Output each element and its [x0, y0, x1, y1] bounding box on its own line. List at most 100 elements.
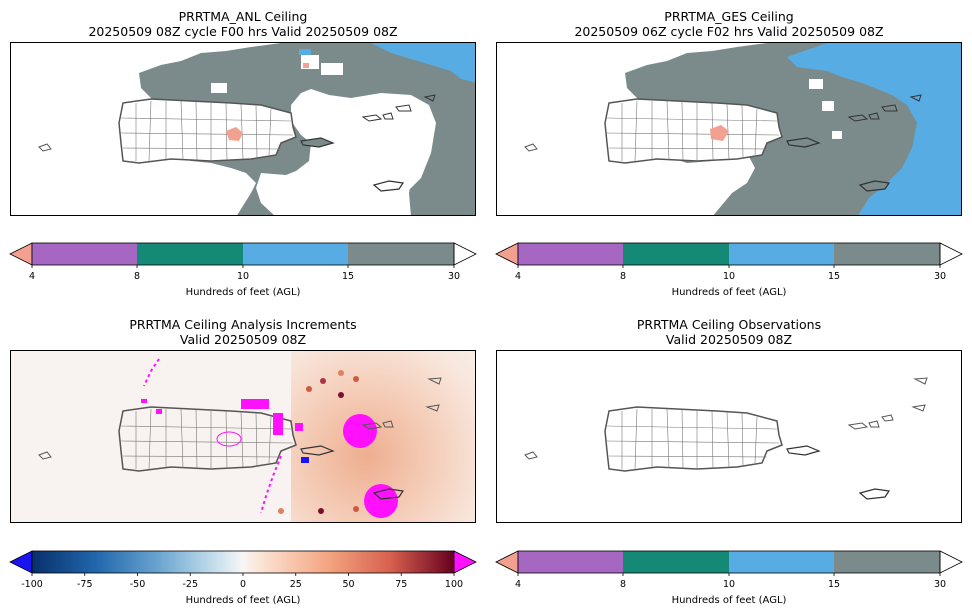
colorbar-anl: 4 8 10 15 30	[9, 242, 477, 283]
municipality-lines	[606, 408, 780, 470]
colorbar-tick: -50	[130, 579, 146, 590]
colorbar-tick: 4	[515, 271, 521, 282]
colorbar-inc-svg: -100 -75 -50 -25 0 25 50 75 100	[9, 550, 477, 590]
colorbar-over-arrow	[939, 242, 963, 266]
colorbar-observations: 4 8 10 15 30	[495, 550, 963, 591]
colorbar-bin-10-15	[729, 551, 834, 573]
panel-anl-title: PRRTMA_ANL Ceiling 20250509 08Z cycle F0…	[10, 9, 476, 39]
colorbar-under-arrow	[9, 550, 33, 574]
colorbar-tick: 30	[934, 271, 946, 282]
ceiling-hole-white	[321, 63, 343, 75]
colorbar-anl-label: Hundreds of feet (AGL)	[185, 287, 301, 298]
mona-island	[38, 143, 52, 152]
ceiling-hole-white	[211, 83, 227, 93]
st-croix-island	[372, 180, 405, 192]
colorbar-under-arrow	[9, 242, 33, 266]
panel-obs-title: PRRTMA Ceiling Observations Valid 202505…	[496, 317, 962, 347]
colorbar-bin-4-8	[518, 243, 623, 265]
panel-inc-title-line2: Valid 20250509 08Z	[179, 332, 307, 347]
municipality-lines	[120, 408, 294, 470]
colorbar-under-arrow	[495, 242, 519, 266]
colorbar-bin-8-10	[623, 243, 729, 265]
ceiling-field-blue	[787, 43, 961, 215]
colorbar-tick: 25	[290, 579, 302, 590]
colorbar-ges: 4 8 10 15 30	[495, 242, 963, 283]
map-panel-ges	[496, 42, 962, 216]
colorbar-tick: -75	[77, 579, 93, 590]
colorbar-tick: -100	[21, 579, 43, 590]
map-obs-svg	[524, 377, 928, 500]
increment-over-range	[143, 358, 282, 514]
map-panel-observations	[496, 350, 962, 523]
colorbar-increments: -100 -75 -50 -25 0 25 50 75 100	[9, 550, 477, 591]
increment-under-range	[301, 457, 309, 463]
colorbar-over-arrow	[453, 242, 477, 266]
st-croix-island	[372, 488, 405, 500]
st-croix-island	[858, 488, 891, 500]
colorbar-ges-label: Hundreds of feet (AGL)	[671, 287, 787, 298]
virgin-islands	[847, 94, 922, 122]
panel-ges-title: PRRTMA_GES Ceiling 20250509 06Z cycle F0…	[496, 9, 962, 39]
colorbar-tick: 15	[828, 579, 840, 590]
ceiling-hole-white	[809, 79, 823, 89]
mona-island	[524, 143, 538, 152]
colorbar-tick: 8	[620, 579, 626, 590]
vieques-island	[300, 137, 335, 148]
colorbar-bin-15-30	[834, 551, 940, 573]
colorbar-tick: 30	[934, 579, 946, 590]
puerto-rico-coast	[118, 406, 297, 472]
virgin-islands	[361, 377, 442, 430]
map-inc-svg	[11, 351, 475, 522]
ceiling-hole-white	[832, 131, 842, 139]
municipality-lines	[120, 100, 294, 162]
ceiling-field-salmon	[226, 127, 243, 141]
colorbar-anl-svg: 4 8 10 15 30	[9, 242, 477, 282]
colorbar-tick: 75	[395, 579, 407, 590]
colorbar-over-arrow	[453, 550, 477, 574]
panel-ges-title-line1: PRRTMA_GES Ceiling	[664, 9, 794, 24]
vieques-island	[300, 445, 335, 456]
colorbar-tick: 4	[515, 579, 521, 590]
ceiling-field-blue	[299, 49, 311, 55]
colorbar-obs-svg: 4 8 10 15 30	[495, 550, 963, 590]
colorbar-tick: 4	[29, 271, 35, 282]
puerto-rico-coast	[118, 98, 297, 164]
colorbar-obs-label: Hundreds of feet (AGL)	[671, 595, 787, 606]
colorbar-bin-4-8	[518, 551, 623, 573]
colorbar-bin-4-8	[32, 243, 137, 265]
colorbar-tick: 15	[342, 271, 354, 282]
colorbar-tick: 10	[723, 271, 735, 282]
observation-increment-markers	[278, 370, 359, 514]
colorbar-tick: 30	[448, 271, 460, 282]
mona-island	[38, 451, 52, 460]
colorbar-bin-15-30	[348, 243, 454, 265]
colorbar-bin-8-10	[623, 551, 729, 573]
panel-obs-title-line2: Valid 20250509 08Z	[665, 332, 793, 347]
panel-obs-title-line1: PRRTMA Ceiling Observations	[636, 317, 822, 332]
colorbar-tick: 0	[240, 579, 246, 590]
st-croix-island	[858, 180, 891, 192]
colorbar-bin-15-30	[834, 243, 940, 265]
colorbar-tick: 10	[237, 271, 249, 282]
vieques-island	[786, 137, 821, 148]
panel-ges-title-line2: 20250509 06Z cycle F02 hrs Valid 2025050…	[574, 24, 884, 39]
puerto-rico-coast	[604, 98, 783, 164]
increment-over-range	[216, 431, 242, 447]
colorbar-tick: 15	[828, 271, 840, 282]
map-anl-svg	[38, 43, 475, 215]
colorbar-tick: 10	[723, 579, 735, 590]
ceiling-field-blue	[371, 43, 475, 83]
mona-island	[524, 451, 538, 460]
map-panel-increments	[10, 350, 476, 523]
panel-inc-title: PRRTMA Ceiling Analysis Increments Valid…	[10, 317, 476, 347]
puerto-rico-coast	[604, 406, 783, 472]
map-panel-anl	[10, 42, 476, 216]
panel-anl-title-line1: PRRTMA_ANL Ceiling	[178, 9, 308, 24]
colorbar-tick: 8	[134, 271, 140, 282]
colorbar-under-arrow	[495, 550, 519, 574]
ceiling-field-salmon	[710, 125, 729, 141]
colorbar-tick: 50	[342, 579, 354, 590]
vieques-island	[786, 445, 821, 456]
colorbar-tick: -25	[182, 579, 198, 590]
colorbar-tick: 100	[445, 579, 463, 590]
